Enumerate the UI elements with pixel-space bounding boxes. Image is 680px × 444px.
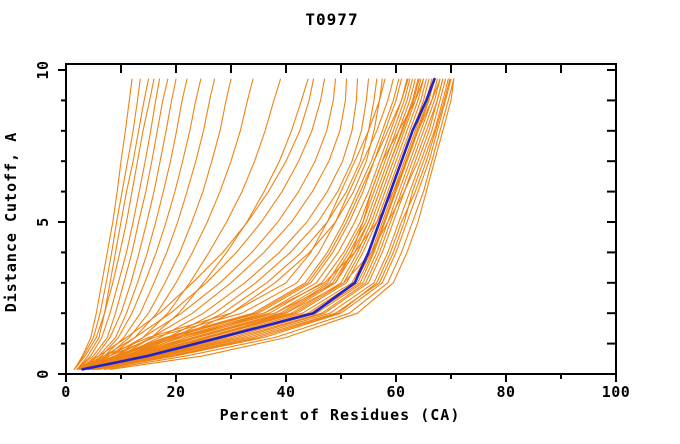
chart-title: T0977 — [305, 10, 358, 29]
x-tick-label: 0 — [61, 383, 71, 401]
model-curve — [76, 78, 315, 370]
model-curve — [95, 78, 451, 370]
model-curve — [92, 78, 444, 370]
plot-frame — [65, 63, 617, 375]
reference-curve — [81, 77, 436, 371]
model-curve — [73, 78, 133, 370]
model-curve — [92, 78, 447, 370]
model-curve — [92, 78, 444, 370]
y-axis-label: Distance Cutoff, A — [2, 132, 20, 313]
x-tick-label: 40 — [276, 383, 295, 401]
model-curve — [90, 78, 441, 370]
model-curve — [79, 78, 409, 370]
model-curve — [73, 78, 141, 370]
model-curve — [84, 78, 425, 370]
model-curve — [84, 78, 359, 370]
model-curve — [109, 78, 455, 370]
y-tick-label: 5 — [34, 217, 52, 227]
x-tick-label: 20 — [166, 383, 185, 401]
model-curve — [83, 78, 420, 370]
model-curve — [92, 78, 449, 370]
model-curve — [90, 78, 438, 370]
model-curve — [81, 78, 411, 370]
model-curve — [79, 78, 177, 370]
model-curve — [98, 78, 452, 370]
model-curve — [79, 78, 188, 370]
model-curve — [103, 78, 455, 370]
model-curve — [79, 78, 403, 370]
x-tick-label: 60 — [386, 383, 405, 401]
model-curve — [79, 78, 400, 370]
x-axis-label: Percent of Residues (CA) — [220, 406, 461, 424]
y-tick-label: 0 — [34, 369, 52, 379]
model-curve — [76, 78, 169, 370]
model-curve — [87, 78, 427, 370]
model-curve — [76, 78, 150, 370]
curves-group — [73, 77, 455, 371]
model-curve — [81, 78, 202, 370]
model-curve — [73, 78, 155, 370]
model-curve — [76, 78, 425, 370]
model-curve — [76, 78, 386, 370]
model-curve — [84, 78, 422, 370]
model-curve — [81, 78, 216, 370]
model-curve — [81, 78, 337, 370]
y-tick-label: 10 — [34, 60, 52, 79]
model-curve — [76, 78, 161, 370]
x-tick-label: 100 — [602, 383, 631, 401]
model-curve — [76, 78, 394, 370]
axis-ticks — [58, 64, 617, 382]
model-curve — [79, 78, 326, 370]
model-curve — [84, 78, 441, 370]
x-tick-label: 80 — [496, 383, 515, 401]
model-curve — [81, 78, 232, 370]
model-curve — [84, 78, 419, 370]
tick-labels: 0 20 40 60 80 100 0 5 10 — [34, 60, 630, 401]
